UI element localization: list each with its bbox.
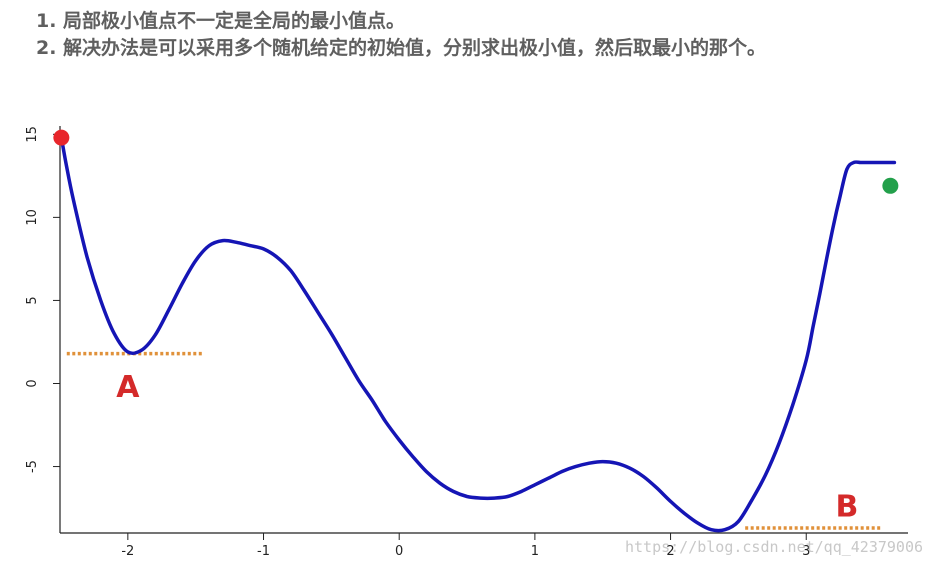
annotation-a: A <box>116 370 140 405</box>
series-line-0 <box>59 135 897 533</box>
y-tick-label: 10 <box>25 209 40 226</box>
note-line-2: 2. 解决办法是可以采用多个随机给定的初始值，分别求出极小值，然后取最小的那个。 <box>36 37 767 59</box>
points-layer <box>53 129 899 194</box>
y-tick-label: 0 <box>25 379 40 387</box>
y-tick-label: 15 <box>25 126 40 143</box>
axes: -2 -1 0 1 2 3 -5 0 5 10 15 <box>25 126 908 559</box>
series-layer <box>59 135 897 533</box>
start-point-1 <box>882 177 899 194</box>
reference-lines <box>66 351 881 530</box>
notes: 1. 局部极小值点不一定是全局的最小值点。 2. 解决办法是可以采用多个随机给定… <box>36 8 766 62</box>
watermark: https://blog.csdn.net/qq_42379006 <box>624 538 923 556</box>
x-tick-label: 2 <box>666 544 674 559</box>
x-tick-label: 0 <box>395 544 403 559</box>
annotations-layer: AB <box>116 370 858 525</box>
y-tick-label: 5 <box>25 296 40 304</box>
x-tick-label: 3 <box>802 544 810 559</box>
x-tick-label: 1 <box>531 544 539 559</box>
x-tick-label: -1 <box>257 544 270 559</box>
start-point-0 <box>53 129 70 146</box>
x-tick-label: -2 <box>121 544 134 559</box>
y-tick-label: -5 <box>25 460 40 473</box>
annotation-b: B <box>836 490 859 525</box>
note-line-1: 1. 局部极小值点不一定是全局的最小值点。 <box>36 10 406 32</box>
